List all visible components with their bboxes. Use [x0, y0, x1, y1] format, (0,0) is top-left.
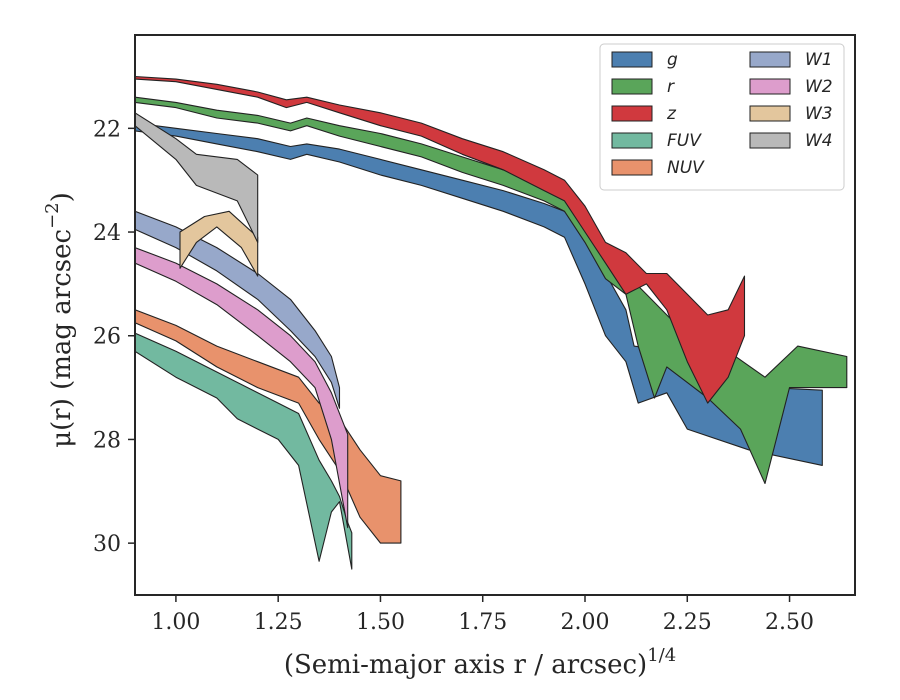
legend-swatch-w3 [749, 105, 791, 122]
y-tick-label: 28 [93, 428, 121, 453]
legend-label-fuv: FUV [667, 131, 702, 151]
legend-label-w2: W2 [805, 77, 833, 97]
legend-label-w3: W3 [805, 104, 833, 124]
legend-swatch-w2 [749, 78, 791, 95]
band-nuv [135, 309, 402, 544]
legend-swatch-w1 [749, 51, 791, 68]
x-tick-label: 2.50 [765, 610, 814, 635]
x-tick-label: 1.00 [151, 610, 200, 635]
plot-frame [134, 34, 856, 596]
band-w2 [135, 247, 349, 529]
legend-swatch-nuv [611, 159, 653, 176]
y-axis-label: μ(r) (mag arcsec−2) [42, 192, 77, 448]
band-w1 [135, 210, 341, 409]
y-tick-label: 30 [93, 532, 121, 557]
legend-label-w4: W4 [805, 131, 833, 151]
x-axis-label: (Semi-major axis r / arcsec)1/4 [284, 645, 676, 680]
band-z [135, 75, 746, 404]
x-tick-label: 2.25 [663, 610, 712, 635]
band-fuv [135, 332, 353, 570]
legend-swatch-fuv [611, 132, 653, 149]
band-r [135, 96, 848, 485]
band-w4 [135, 112, 259, 243]
legend-label-w1: W1 [805, 50, 833, 70]
y-tick-label: 24 [93, 221, 121, 246]
band-w3 [179, 210, 259, 277]
plot-area [135, 75, 848, 570]
axes: 1.00 1.25 1.50 1.75 2.00 2.25 2.50 22 24 26 28 30 (S… [42, 34, 856, 680]
legend-swatch-g [611, 51, 653, 68]
legend-swatch-z [611, 105, 653, 122]
x-tick-label: 1.25 [254, 610, 303, 635]
legend-label-z: z [666, 104, 677, 124]
legend: grz FUV NUV W1 W2 W3 W4 [599, 43, 845, 191]
legend-label-g: g [667, 50, 678, 70]
legend-label-r: r [667, 77, 675, 97]
legend-swatch-w4 [749, 132, 791, 149]
y-tick-label: 26 [93, 325, 121, 350]
y-tick-label: 22 [93, 117, 121, 142]
legend-label-nuv: NUV [667, 158, 705, 178]
x-tick-label: 1.50 [356, 610, 405, 635]
legend-swatch-r [611, 78, 653, 95]
x-tick-label: 1.75 [458, 610, 507, 635]
x-tick-label: 2.00 [561, 610, 610, 635]
